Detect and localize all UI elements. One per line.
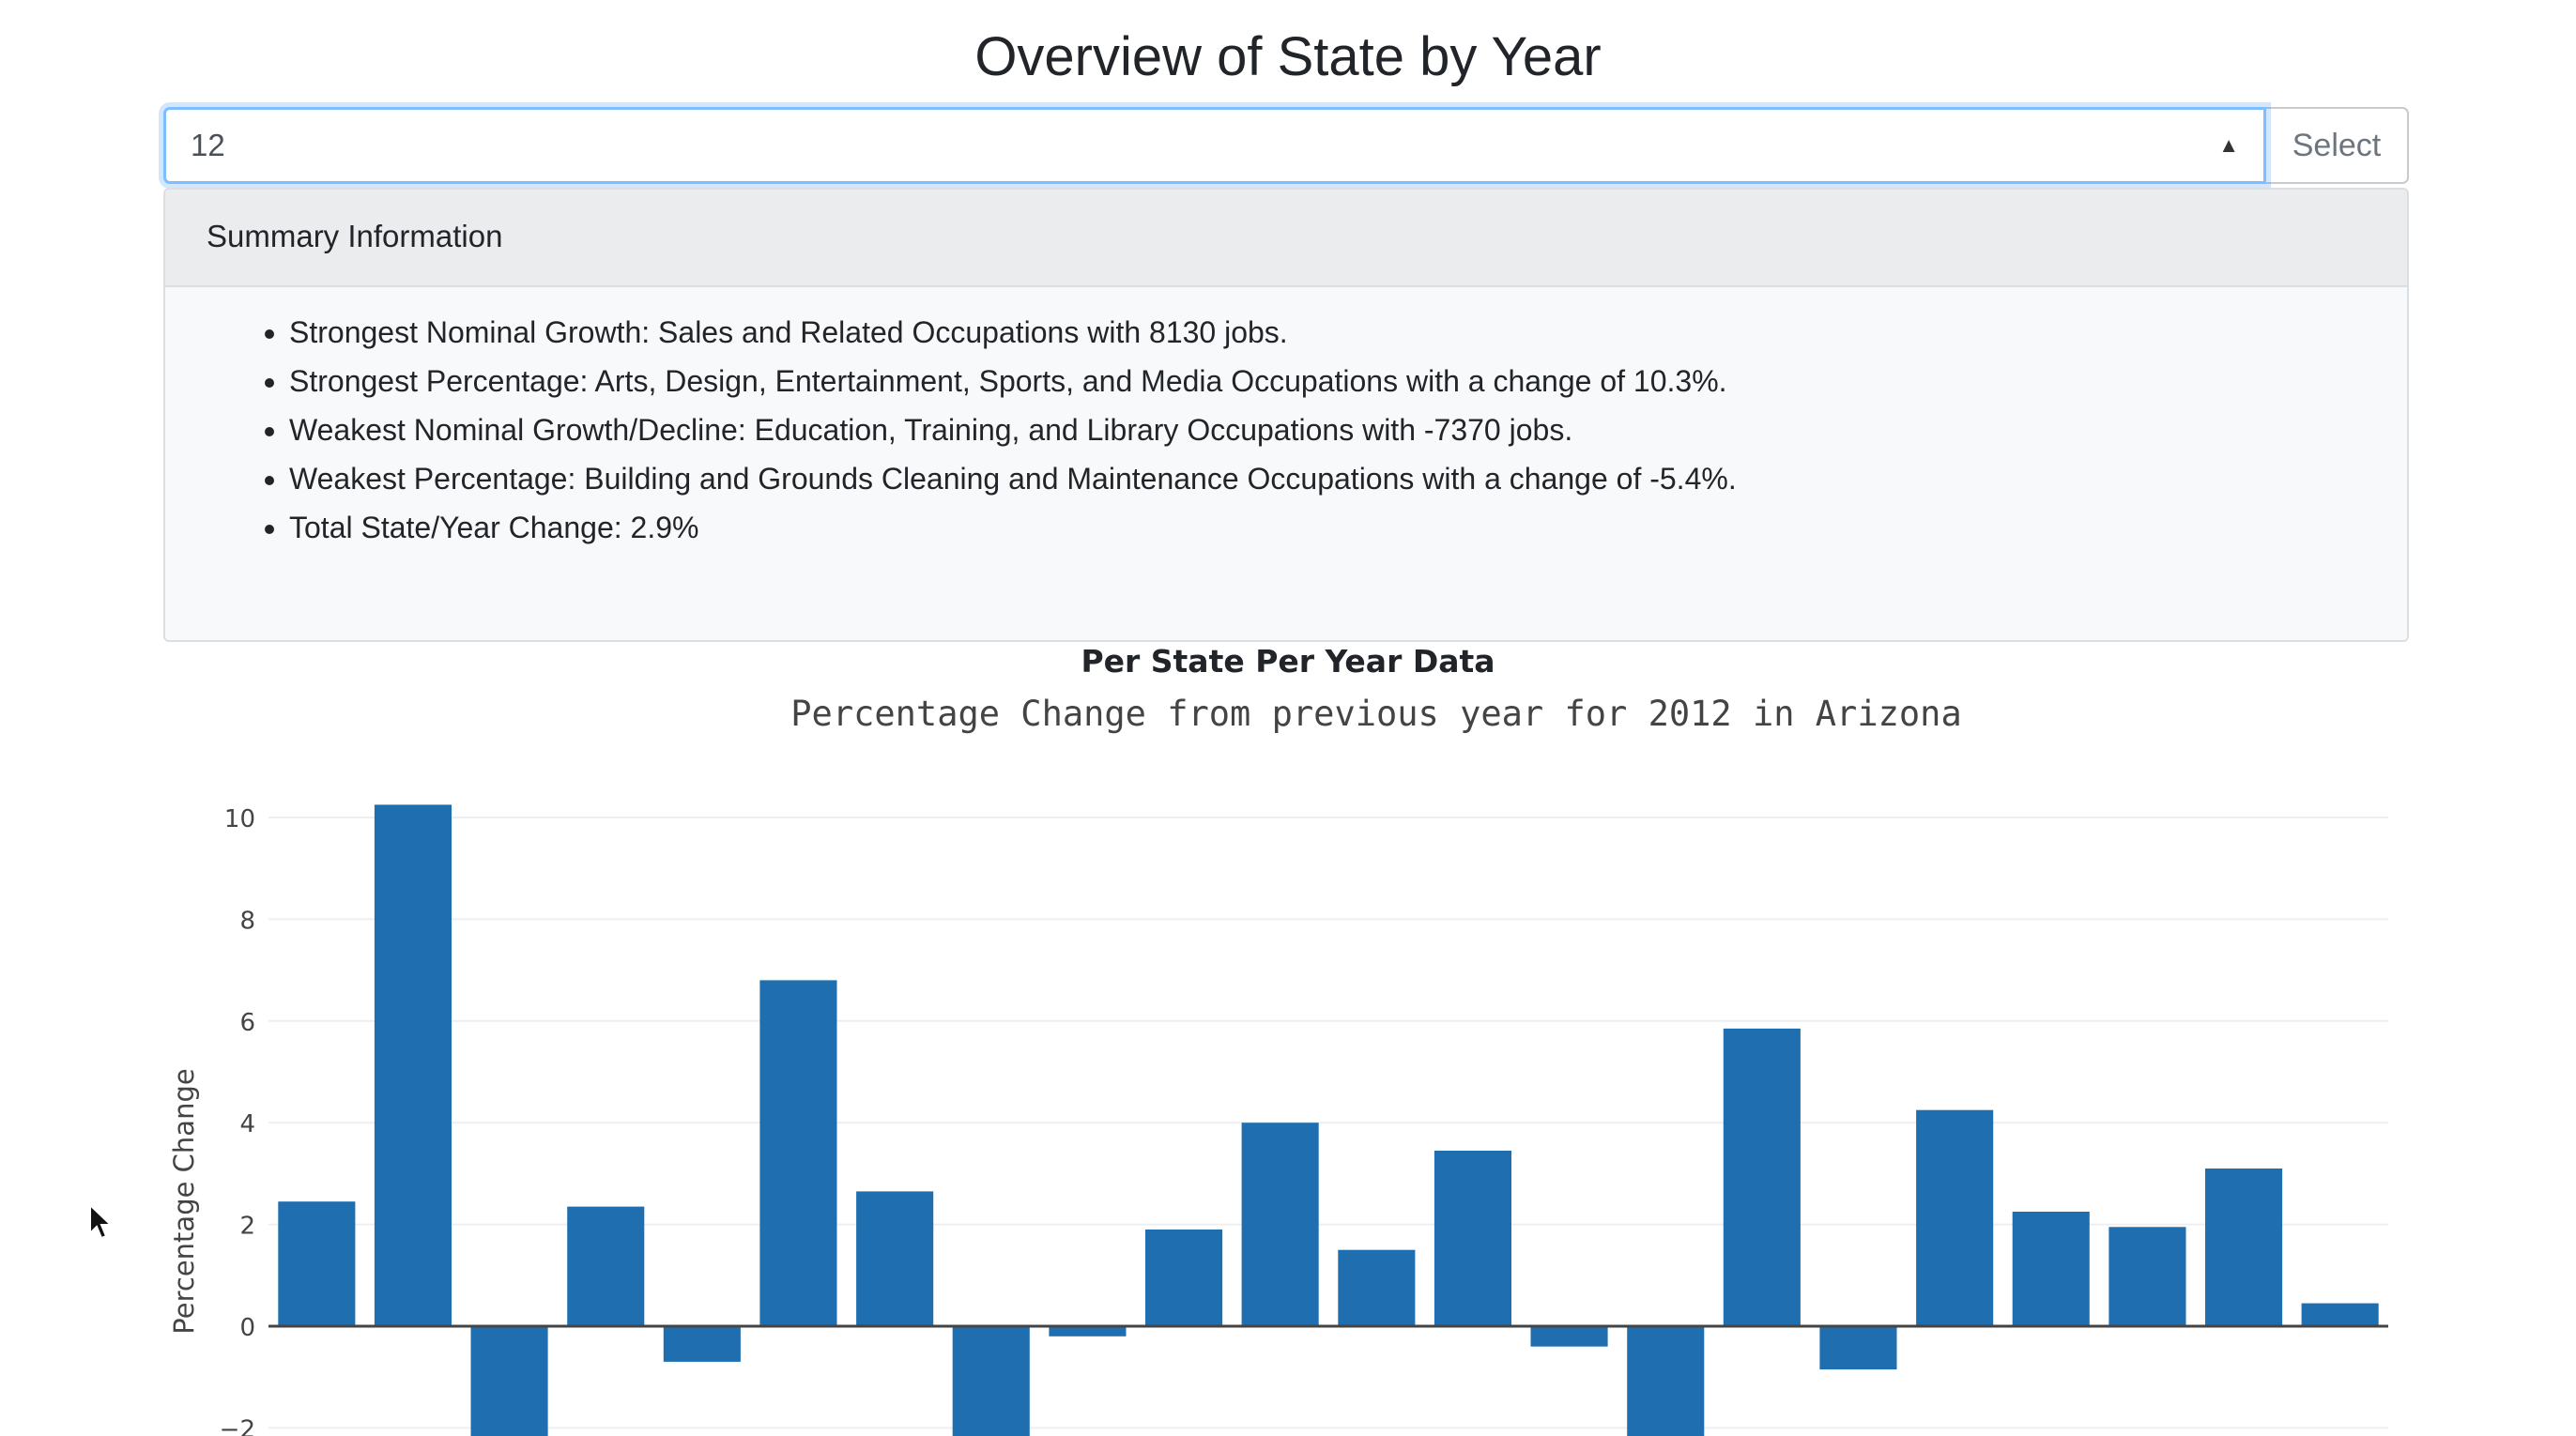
bar[interactable] (278, 1201, 356, 1326)
select-button[interactable]: Select (2266, 107, 2409, 184)
y-tick-layer: 10 8 6 4 2 0 −2 (220, 805, 255, 1436)
year-select-group: 12 ▲ Select (163, 107, 2409, 184)
year-select[interactable]: 12 ▲ (163, 107, 2266, 184)
chart-caption: Per State Per Year Data (1081, 643, 1495, 680)
bar[interactable] (2205, 1169, 2283, 1326)
mouse-cursor-icon (89, 1203, 114, 1240)
bar[interactable] (1627, 1326, 1705, 1436)
bar[interactable] (2108, 1227, 2186, 1326)
bar[interactable] (374, 804, 452, 1326)
year-select-value: 12 (191, 128, 225, 162)
y-axis-label: Percentage Change (168, 1068, 200, 1334)
bar[interactable] (2012, 1212, 2090, 1326)
y-tick-label: 2 (239, 1213, 255, 1241)
summary-item: Weakest Percentage: Building and Grounds… (289, 454, 2407, 503)
bar[interactable] (1530, 1326, 1608, 1347)
summary-item: Strongest Percentage: Arts, Design, Ente… (289, 357, 2407, 405)
y-tick-label: 0 (239, 1314, 255, 1342)
bar[interactable] (1819, 1326, 1897, 1370)
bar[interactable] (759, 980, 837, 1326)
y-tick-label: 4 (239, 1110, 255, 1138)
bar[interactable] (663, 1326, 741, 1362)
bar[interactable] (1916, 1109, 1994, 1326)
y-tick-label: 6 (239, 1009, 255, 1037)
bar[interactable] (470, 1326, 548, 1436)
bar[interactable] (1338, 1249, 1416, 1326)
bar[interactable] (1434, 1151, 1511, 1326)
summary-card-body: Strongest Nominal Growth: Sales and Rela… (165, 287, 2407, 552)
select-arrows-icon: ▲ (2218, 133, 2239, 157)
chart-title: Percentage Change from previous year for… (790, 694, 1961, 734)
bar[interactable] (1723, 1028, 1801, 1326)
bar[interactable] (856, 1191, 934, 1326)
bar[interactable] (1049, 1326, 1127, 1337)
bar[interactable] (1241, 1123, 1319, 1326)
y-tick-label: 8 (239, 907, 255, 935)
summary-card: Summary Information Strongest Nominal Gr… (163, 188, 2409, 642)
page-title: Overview of State by Year (974, 26, 1602, 87)
grid-layer (268, 817, 2388, 1429)
bar[interactable] (1145, 1230, 1223, 1326)
y-tick-label: −2 (220, 1415, 255, 1436)
bar-layer (268, 804, 2388, 1436)
summary-card-header: Summary Information (165, 190, 2407, 287)
bar[interactable] (952, 1326, 1030, 1436)
y-tick-label: 10 (224, 805, 255, 833)
summary-list: Strongest Nominal Growth: Sales and Rela… (165, 308, 2407, 552)
bar[interactable] (2301, 1303, 2379, 1326)
summary-item: Strongest Nominal Growth: Sales and Rela… (289, 308, 2407, 357)
summary-item: Weakest Nominal Growth/Decline: Educatio… (289, 405, 2407, 454)
summary-item: Total State/Year Change: 2.9% (289, 503, 2407, 552)
bar[interactable] (567, 1206, 645, 1326)
